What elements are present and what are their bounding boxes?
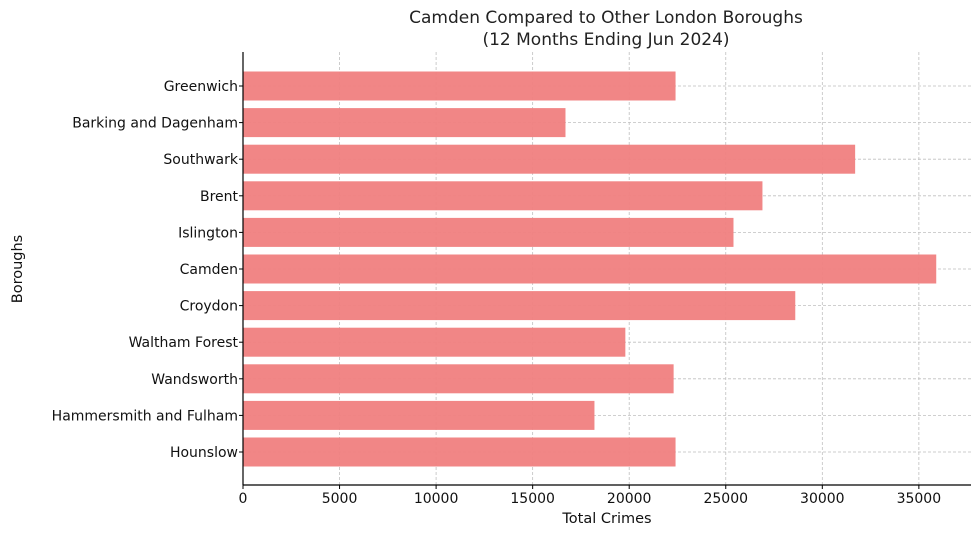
x-tick-label: 0: [239, 491, 248, 507]
bar: [243, 254, 937, 284]
bar: [243, 291, 796, 321]
bar: [243, 144, 856, 174]
bar: [243, 400, 595, 430]
y-tick-label: Barking and Dagenham: [72, 116, 238, 132]
bar: [243, 327, 626, 357]
y-tick-label: Southwark: [163, 152, 238, 168]
y-axis-label: Boroughs: [10, 235, 26, 303]
x-tick-label: 5000: [322, 491, 358, 507]
x-tick-label: 25000: [703, 491, 748, 507]
x-tick-label: 35000: [897, 491, 942, 507]
bar: [243, 437, 676, 467]
y-tick-label: Wandsworth: [151, 372, 238, 388]
y-tick-label: Waltham Forest: [129, 335, 239, 351]
y-tick-label: Hammersmith and Fulham: [52, 408, 238, 424]
bars: [243, 71, 937, 467]
y-tick-label: Islington: [178, 225, 238, 241]
y-tick-label: Greenwich: [164, 79, 238, 95]
chart-title: Camden Compared to Other London Boroughs: [409, 8, 803, 28]
x-tick-label: 30000: [800, 491, 845, 507]
bar: [243, 181, 763, 211]
y-tick-label: Hounslow: [170, 445, 238, 461]
x-tick-labels: 0 5000 10000 15000 20000 25000 30000 35000: [239, 485, 942, 507]
x-tick-label: 15000: [510, 491, 555, 507]
y-tick-label: Brent: [200, 189, 239, 205]
y-tick-label: Croydon: [180, 299, 238, 315]
y-tick-label: Camden: [180, 262, 238, 278]
bar: [243, 71, 676, 101]
x-axis-label: Total Crimes: [561, 511, 651, 527]
x-tick-label: 20000: [607, 491, 652, 507]
x-tick-label: 10000: [414, 491, 459, 507]
bar: [243, 108, 566, 138]
bar: [243, 217, 734, 247]
chart-subtitle: (12 Months Ending Jun 2024): [482, 30, 729, 50]
y-tick-labels: Greenwich Barking and Dagenham Southwark Br…: [52, 79, 243, 461]
bar: [243, 364, 674, 394]
